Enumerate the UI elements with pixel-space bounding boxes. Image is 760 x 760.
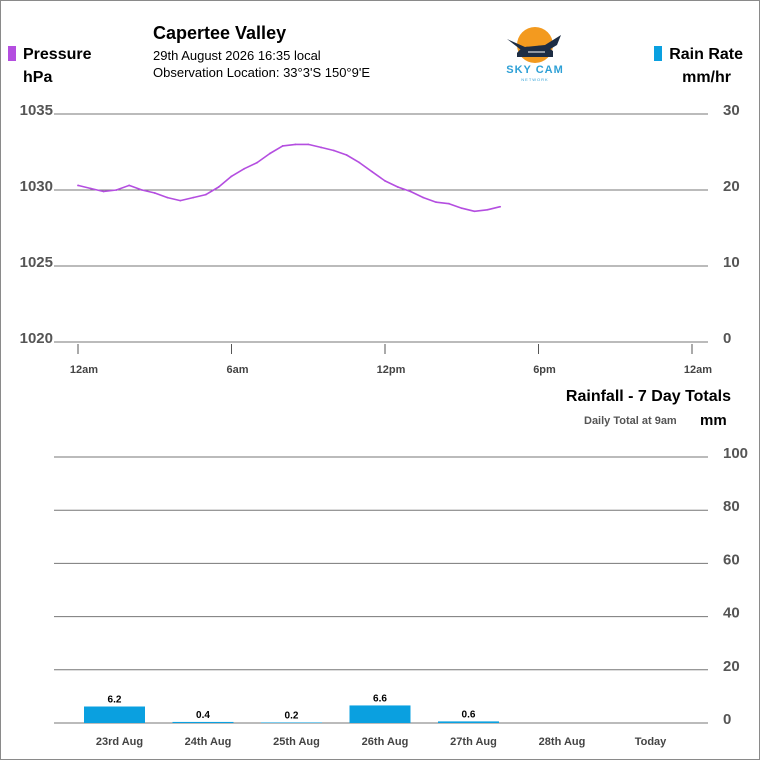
pressure-point [332, 149, 335, 152]
rainfall-category-label: 25th Aug [273, 736, 320, 748]
rainfall-category-label: 24th Aug [185, 736, 232, 748]
logo-text: SKY CAM [506, 64, 564, 76]
rain-rate-y-tick-label: 20 [723, 178, 740, 195]
rainfall-y-tick-label: 40 [723, 605, 740, 622]
rain-rate-y-tick-label: 0 [723, 330, 731, 347]
pressure-point [384, 179, 386, 182]
pressure-x-tick-label: 6pm [533, 364, 556, 376]
pressure-point [89, 187, 92, 190]
pressure-point [268, 152, 271, 155]
pressure-point [307, 143, 310, 146]
pressure-x-tick-label: 6am [226, 364, 248, 376]
rain-rate-label: Rain Rate [669, 46, 743, 63]
pressure-label: Pressure [23, 46, 92, 63]
rainfall-bar [172, 721, 234, 723]
rainfall-y-tick-label: 60 [723, 551, 740, 568]
pressure-point [486, 208, 489, 211]
pressure-point [153, 192, 156, 194]
pressure-series-line [77, 143, 501, 213]
rainfall-bar [349, 705, 411, 723]
pressure-point [396, 186, 399, 188]
pressure-point [179, 199, 182, 202]
pressure-unit: hPa [23, 69, 53, 86]
pressure-point [230, 175, 233, 178]
rainfall-bar [438, 721, 499, 723]
pressure-point [281, 145, 284, 147]
sky-cam-logo: SKY CAM NETWORK [506, 27, 564, 82]
rainfall-category-label: 23rd Aug [96, 736, 143, 748]
rain-rate-y-tick-label: 30 [723, 102, 740, 119]
pressure-point [294, 143, 297, 146]
pressure-point [166, 196, 169, 199]
location-title: Capertee Valley [153, 23, 287, 43]
rainfall-bar [84, 706, 145, 723]
rain-rate-swatch [654, 46, 663, 61]
pressure-legend: Pressure [8, 46, 92, 64]
pressure-point [460, 207, 463, 210]
pressure-point [499, 205, 502, 208]
logo-subtext: NETWORK [521, 77, 548, 82]
pressure-x-tick-label: 12am [70, 364, 98, 376]
pressure-point [205, 193, 207, 196]
pressure-point [102, 190, 105, 193]
rainfall-value-label: 0.4 [196, 710, 210, 721]
rainfall-y-tick-label: 0 [723, 711, 731, 728]
rainfall-category-label: Today [635, 736, 667, 748]
rainfall-title: Rainfall - 7 Day Totals [565, 388, 731, 405]
pressure-point [422, 196, 425, 199]
pressure-y-tick-label: 1025 [20, 254, 53, 271]
pressure-swatch [8, 46, 16, 61]
pressure-y-tick-label: 1020 [20, 330, 53, 347]
rainfall-y-tick-label: 20 [723, 658, 740, 675]
rainfall-value-label: 0.2 [285, 710, 299, 721]
rainfall-value-label: 6.6 [373, 693, 387, 704]
pressure-point [128, 184, 131, 187]
pressure-point [141, 189, 143, 191]
rainfall-category-label: 27th Aug [450, 736, 497, 748]
rainfall-unit: mm [700, 412, 727, 429]
pressure-point [77, 184, 79, 187]
pressure-x-tick-label: 12am [684, 364, 712, 376]
observation-location: Observation Location: 33°3'S 150°9'E [153, 65, 371, 80]
rainfall-value-label: 0.6 [462, 709, 476, 720]
pressure-y-tick-label: 1030 [20, 178, 53, 195]
pressure-chart: 1035 1030 1025 1020 30 20 10 0 12am 6am 12pm 6pm 12a… [20, 102, 740, 376]
observation-datetime: 29th August 2026 16:35 local [153, 48, 321, 63]
rainfall-y-tick-label: 100 [723, 445, 748, 462]
pressure-point [243, 167, 246, 170]
pressure-point [217, 186, 220, 188]
rainfall-note: Daily Total at 9am [584, 415, 677, 427]
rainfall-bar [261, 722, 322, 723]
pressure-point [371, 170, 374, 173]
pressure-point [320, 146, 322, 149]
pressure-point [345, 154, 348, 156]
pressure-point [448, 202, 450, 205]
pressure-point [358, 161, 361, 164]
rain-rate-legend: Rain Rate [654, 46, 743, 64]
pressure-point [115, 189, 118, 191]
rainfall-chart: 100 80 60 40 20 0 6.2 23rd Aug 0.4 24th Aug 0.2 25t… [54, 445, 748, 748]
rainfall-category-label: 26th Aug [362, 736, 409, 748]
rain-rate-y-tick-label: 10 [723, 254, 740, 271]
rainfall-y-tick-label: 80 [723, 498, 740, 515]
pressure-point [435, 201, 438, 204]
rain-rate-unit: mm/hr [682, 69, 731, 86]
pressure-point [409, 190, 412, 193]
pressure-point [192, 196, 195, 199]
pressure-point [256, 161, 258, 164]
pressure-x-tick-label: 12pm [377, 364, 406, 376]
rainfall-category-label: 28th Aug [539, 736, 586, 748]
rainfall-value-label: 6.2 [108, 695, 122, 706]
pressure-y-tick-label: 1035 [20, 102, 53, 119]
pressure-point [473, 210, 476, 213]
